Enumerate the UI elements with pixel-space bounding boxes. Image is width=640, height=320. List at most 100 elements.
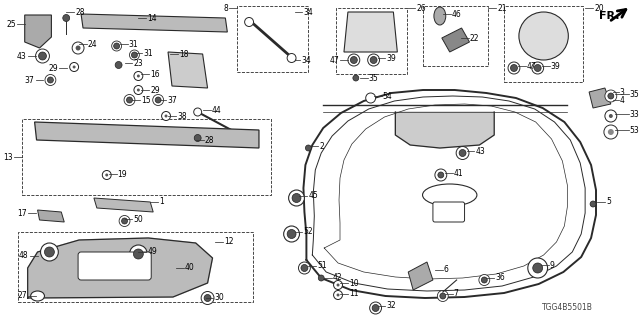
Circle shape [353, 75, 359, 81]
Polygon shape [38, 210, 64, 222]
Circle shape [318, 275, 324, 281]
Text: 28: 28 [205, 135, 214, 145]
Circle shape [133, 249, 143, 259]
Circle shape [435, 169, 447, 181]
Text: 44: 44 [211, 106, 221, 115]
Circle shape [162, 111, 170, 121]
Polygon shape [28, 238, 212, 298]
Text: 26: 26 [416, 4, 426, 12]
Circle shape [368, 54, 380, 66]
Circle shape [47, 249, 52, 255]
Circle shape [124, 94, 135, 106]
Circle shape [608, 129, 614, 135]
Circle shape [370, 302, 381, 314]
Circle shape [122, 218, 127, 224]
Text: 40: 40 [185, 263, 195, 273]
Circle shape [137, 75, 140, 77]
Circle shape [440, 293, 446, 299]
Text: 13: 13 [3, 153, 13, 162]
Text: 46: 46 [452, 10, 461, 19]
Text: 33: 33 [630, 109, 639, 118]
Text: 43: 43 [17, 52, 27, 60]
Circle shape [289, 190, 305, 206]
Circle shape [115, 61, 122, 68]
Text: 4: 4 [620, 95, 625, 105]
Text: 10: 10 [349, 278, 358, 287]
Text: 18: 18 [179, 50, 188, 59]
Circle shape [292, 194, 301, 203]
Polygon shape [442, 28, 470, 52]
Circle shape [609, 114, 613, 118]
Circle shape [134, 71, 143, 81]
Circle shape [73, 66, 76, 68]
Circle shape [528, 258, 548, 278]
Polygon shape [396, 112, 494, 148]
Bar [22, 119, 271, 195]
Circle shape [438, 172, 444, 178]
Text: 32: 32 [387, 301, 396, 310]
Circle shape [604, 125, 618, 139]
Text: 28: 28 [75, 7, 84, 17]
Circle shape [333, 291, 342, 300]
Circle shape [350, 57, 357, 63]
Ellipse shape [519, 12, 568, 60]
Circle shape [287, 229, 296, 238]
Text: 22: 22 [470, 34, 479, 43]
Circle shape [287, 53, 296, 62]
Text: 15: 15 [141, 95, 151, 105]
Circle shape [36, 49, 49, 63]
Bar [237, 6, 308, 72]
Text: 29: 29 [49, 63, 58, 73]
Circle shape [45, 75, 56, 85]
Bar [18, 232, 253, 302]
Text: 16: 16 [150, 69, 160, 78]
Circle shape [204, 294, 211, 301]
Circle shape [337, 284, 339, 286]
Circle shape [164, 115, 168, 117]
Text: 20: 20 [594, 4, 604, 12]
Circle shape [535, 265, 541, 271]
Polygon shape [168, 52, 207, 88]
Circle shape [70, 62, 79, 71]
Circle shape [72, 42, 84, 54]
Circle shape [244, 18, 253, 27]
Circle shape [370, 57, 377, 63]
Text: 27: 27 [17, 292, 27, 300]
Polygon shape [81, 14, 227, 32]
Text: 54: 54 [383, 92, 392, 100]
Ellipse shape [31, 291, 44, 301]
Circle shape [481, 277, 487, 283]
Text: 49: 49 [147, 247, 157, 257]
Text: 45: 45 [308, 191, 318, 201]
Circle shape [102, 171, 111, 180]
Circle shape [155, 97, 161, 103]
Text: 12: 12 [225, 237, 234, 246]
Text: 3: 3 [620, 87, 625, 97]
FancyBboxPatch shape [433, 202, 465, 222]
Ellipse shape [434, 7, 446, 25]
Polygon shape [408, 262, 433, 290]
Text: 31: 31 [143, 49, 153, 58]
Circle shape [605, 110, 617, 122]
Circle shape [127, 97, 132, 103]
Circle shape [590, 201, 596, 207]
Circle shape [137, 89, 140, 92]
Circle shape [298, 262, 310, 274]
Circle shape [131, 52, 138, 58]
Circle shape [459, 149, 466, 156]
Text: 37: 37 [167, 95, 177, 105]
FancyBboxPatch shape [78, 252, 151, 280]
Polygon shape [35, 122, 259, 148]
Text: 37: 37 [25, 76, 35, 84]
Text: 24: 24 [88, 39, 97, 49]
Text: 42: 42 [333, 274, 342, 283]
Ellipse shape [422, 184, 477, 206]
Text: 47: 47 [527, 61, 536, 70]
Text: 53: 53 [630, 125, 639, 134]
Text: 5: 5 [606, 197, 611, 206]
Circle shape [38, 52, 47, 60]
Circle shape [201, 292, 214, 305]
Circle shape [63, 14, 70, 21]
Text: 41: 41 [454, 169, 463, 178]
Circle shape [608, 93, 614, 99]
